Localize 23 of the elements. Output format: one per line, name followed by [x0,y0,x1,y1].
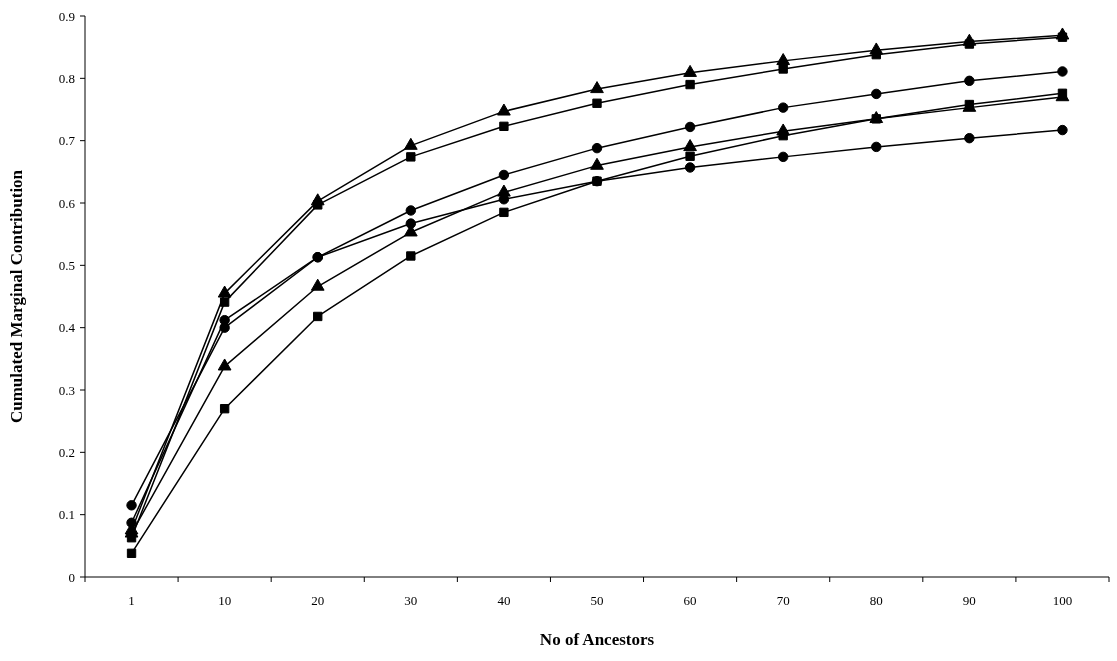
y-tick-label: 0.4 [58,320,76,336]
y-tick-label: 0.8 [58,70,75,86]
y-tick-label: 0.6 [58,195,76,211]
y-tick-label: 0.2 [58,444,75,460]
x-tick-label: 10 [218,593,232,608]
x-tick-label: 50 [590,593,604,608]
x-tick-label: 100 [1052,593,1073,608]
x-tick-label: 90 [962,593,976,608]
x-tick-label: 60 [683,593,697,608]
x-tick-label: 70 [776,593,790,608]
y-tick-label: 0 [68,569,75,585]
y-tick-label: 0.5 [58,257,75,273]
x-tick-label: 20 [311,593,325,608]
y-tick-label: 0.3 [58,382,75,398]
x-axis-title: No of Ancestors [539,630,655,649]
x-tick-label: 30 [404,593,418,608]
y-tick-label: 0.1 [58,507,75,523]
x-tick-label: 40 [497,593,511,608]
x-tick-label: 80 [869,593,883,608]
y-tick-label: 0.9 [58,8,75,24]
y-tick-label: 0.7 [58,133,76,149]
x-tick-label: 1 [128,593,135,608]
y-axis-title: Cumulated Marginal Contribution [7,169,26,424]
